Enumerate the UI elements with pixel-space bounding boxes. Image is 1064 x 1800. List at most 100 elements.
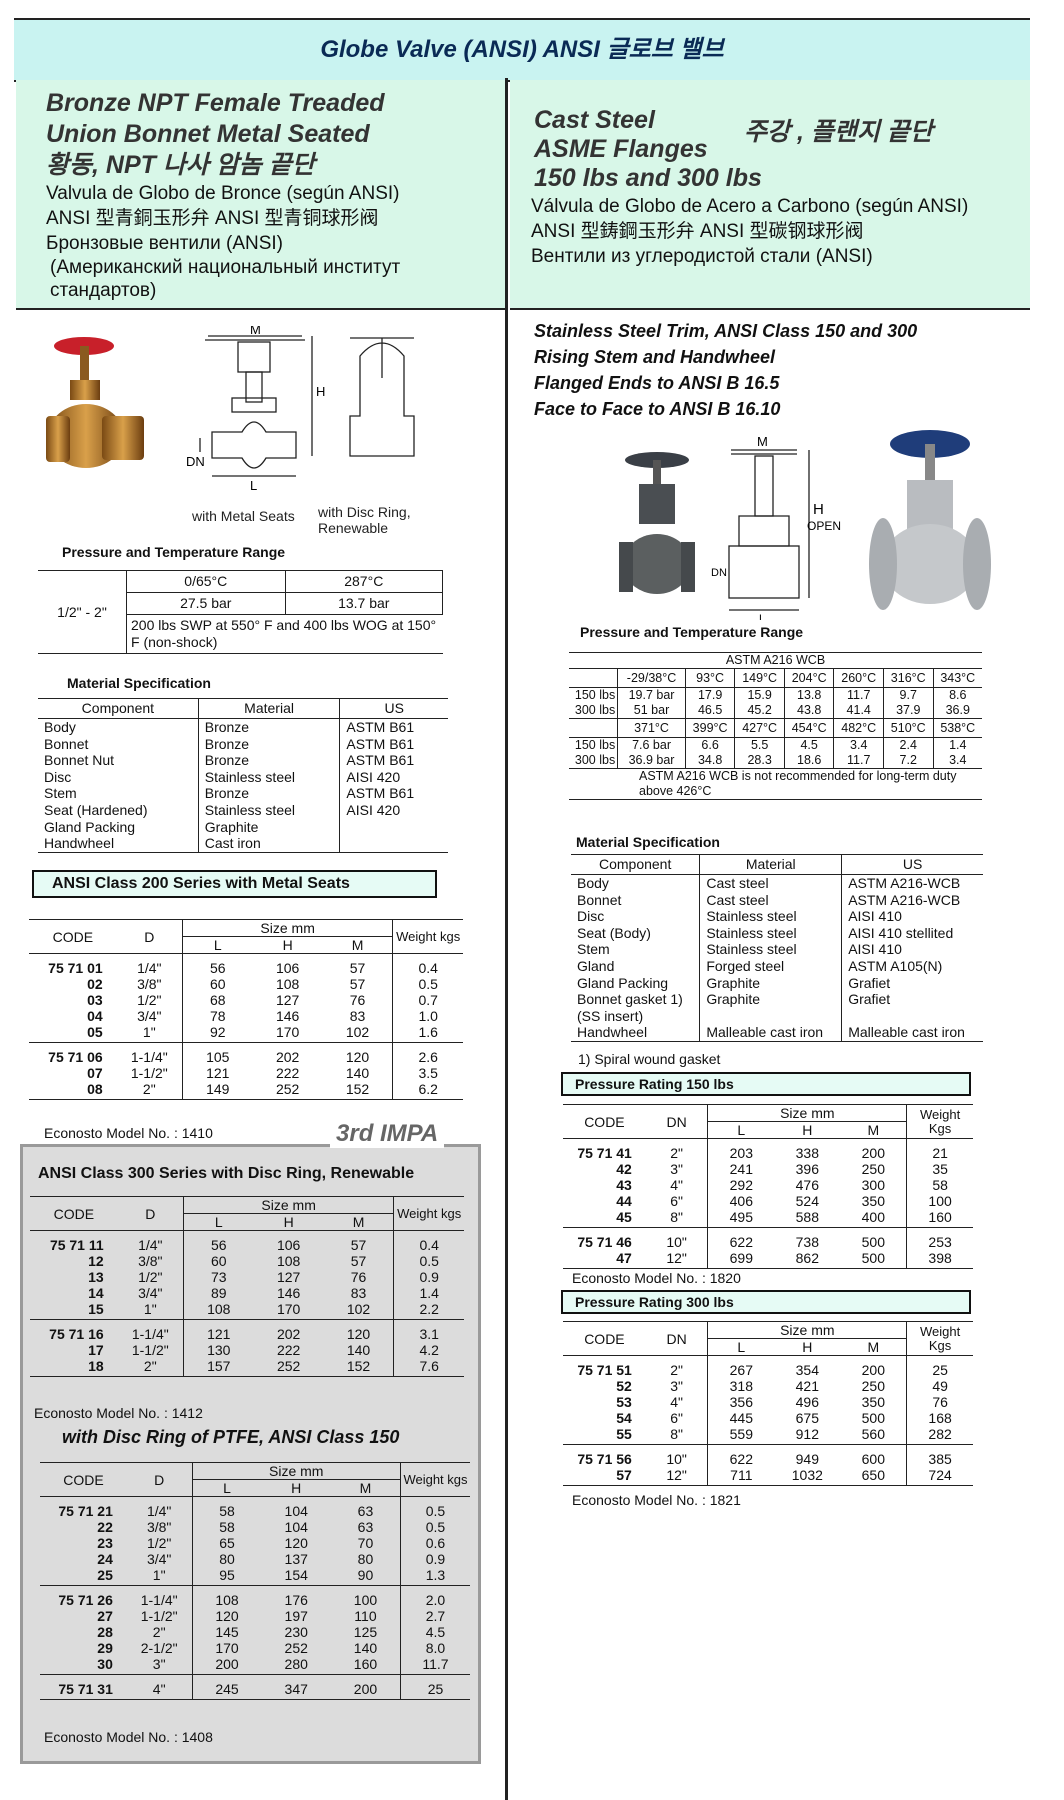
cell: 0.9 <box>393 1269 464 1285</box>
cell: Bronze <box>197 718 340 736</box>
row: 05 1" 92 170 102 1.6 <box>29 1024 463 1043</box>
cell: 3/4" <box>137 1008 162 1024</box>
cell: 100 <box>353 1592 378 1608</box>
header: US <box>841 854 983 875</box>
row: 55 8" 559 912 560 282 <box>563 1426 973 1445</box>
cell: 75 71 11 <box>49 1237 104 1253</box>
cell: 949 <box>795 1451 819 1467</box>
header: Component <box>571 854 700 875</box>
cell: 0.6 <box>399 1535 470 1551</box>
cell: 75 71 16 <box>49 1326 104 1342</box>
row: Seat (Body) Stainless steel AISI 410 stell… <box>571 924 983 942</box>
header: M <box>867 1339 880 1355</box>
cell: 560 <box>861 1426 885 1442</box>
left-header: Bronze NPT Female Treaded Union Bonnet Me… <box>46 88 496 302</box>
cell: 2" <box>152 1624 166 1640</box>
header: Weight kgs <box>399 1462 470 1497</box>
row: Body Bronze ASTM B61 <box>38 718 448 736</box>
cell: 121 <box>182 1319 254 1342</box>
header: Weight kgs <box>392 919 463 954</box>
cell: 70 <box>357 1535 374 1551</box>
class300-title: ANSI Class 300 Series with Disc Ring, Re… <box>38 1165 415 1182</box>
model-1412: Econosto Model No. : 1412 <box>34 1405 203 1421</box>
cell: 400 <box>861 1209 885 1225</box>
cell: 08 <box>87 1081 103 1097</box>
cell: Handwheel <box>44 835 115 852</box>
value: 3.4 <box>932 753 982 769</box>
header: Size mm <box>707 1321 907 1339</box>
value: 8.6 <box>932 687 982 703</box>
cell: 202 <box>276 1326 301 1342</box>
cell: 30 <box>97 1656 113 1672</box>
cell: 318 <box>707 1378 775 1394</box>
value: 1.4 <box>932 737 982 753</box>
cell: 105 <box>181 1042 253 1065</box>
cell: Bonnet <box>577 891 622 908</box>
cell: 1-1/2" <box>130 1065 168 1081</box>
cell: 102 <box>345 1024 370 1040</box>
stamp: 3rd IMPA <box>330 1120 445 1148</box>
cell: 35 <box>906 1161 973 1177</box>
value: 7.6 bar <box>617 737 686 753</box>
cell: Disc <box>44 768 72 785</box>
drawing-2 <box>728 449 810 611</box>
row: Gland Packing Graphite Grafiet <box>571 974 983 992</box>
temp-row: -29/38°C 93°C 149°C 204°C 260°C 316°C 343°C <box>569 668 982 688</box>
header: H <box>291 1480 302 1496</box>
cell: 3/8" <box>138 1253 163 1269</box>
cell: 10" <box>666 1234 687 1250</box>
row: Gland Packing Graphite <box>38 818 448 836</box>
cell: 622 <box>707 1227 775 1250</box>
header: D <box>126 1462 192 1497</box>
header: CODE <box>563 1104 646 1139</box>
cell: Cast steel <box>699 891 842 909</box>
row: 57 12" 711 1032 650 724 <box>563 1467 973 1486</box>
cell: 25 <box>97 1567 113 1583</box>
row: 43 4" 292 476 300 58 <box>563 1177 973 1193</box>
cell: 58 <box>906 1177 973 1193</box>
cell: 125 <box>353 1624 378 1640</box>
temp: 510°C <box>882 718 934 738</box>
row: Stem Stainless steel AISI 410 <box>571 941 983 958</box>
row: Disc Stainless steel AISI 420 <box>38 768 448 786</box>
cell: 1" <box>152 1567 166 1583</box>
row: 18 2" 157 252 152 7.6 <box>30 1358 464 1377</box>
cell: 11.7 <box>399 1656 470 1675</box>
model-1820: Econosto Model No. : 1820 <box>572 1270 741 1286</box>
cell: 203 <box>707 1138 775 1161</box>
cell: 15 <box>88 1301 104 1317</box>
cell: 78 <box>181 1008 253 1024</box>
cell: 90 <box>357 1567 374 1583</box>
cell: Bronze <box>197 735 340 753</box>
pressure-title: Pressure and Temperature Range <box>62 544 286 560</box>
cell: 02 <box>87 976 103 992</box>
cell: 140 <box>346 1342 371 1358</box>
cell: 197 <box>284 1608 308 1624</box>
row: 75 71 06 1-1/4" 105 202 120 2.6 <box>29 1042 463 1065</box>
cell: 398 <box>906 1250 973 1269</box>
cell: 104 <box>284 1503 308 1519</box>
text-line: Cast Steel <box>534 106 655 134</box>
cell: 3/4" <box>138 1285 163 1301</box>
cell: 476 <box>795 1177 819 1193</box>
text-line: Face to Face to ANSI B 16.10 <box>534 399 781 419</box>
left-header-bg <box>16 80 505 310</box>
cell: 524 <box>795 1193 819 1209</box>
cell: 6" <box>670 1193 684 1209</box>
cell: Grafiet <box>841 974 983 992</box>
cell: 149 <box>181 1081 253 1100</box>
cell: 500 <box>861 1410 885 1426</box>
photo-dark-valve <box>619 452 695 594</box>
cell: 57 <box>349 960 366 976</box>
cell: 230 <box>284 1624 308 1640</box>
value: 36.9 bar <box>617 753 686 769</box>
text-line: ANSI 型鋳鋼玉形弁 ANSI 型碳钢球形阀 <box>531 221 864 242</box>
cell: 102 <box>346 1301 371 1317</box>
cell: 2.7 <box>399 1608 470 1624</box>
cell: ASTM B61 <box>339 735 448 753</box>
cell <box>339 835 448 853</box>
cell: 0.9 <box>399 1551 470 1567</box>
cell: 140 <box>345 1065 370 1081</box>
